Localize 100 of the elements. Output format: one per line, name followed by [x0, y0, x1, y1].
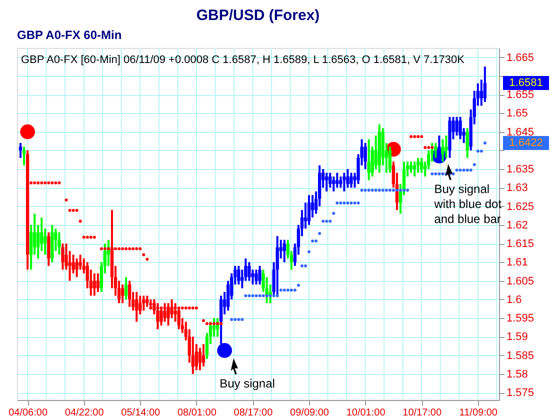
candlestick — [166, 302, 170, 327]
point — [420, 135, 424, 138]
point — [58, 181, 61, 184]
x-tick-label: 11/09:00 — [459, 408, 498, 418]
candlestick — [388, 146, 392, 174]
point — [121, 247, 124, 250]
y-tick-label: 1.585 — [506, 350, 534, 362]
candlestick — [198, 346, 202, 372]
candlestick — [163, 302, 166, 323]
point — [191, 306, 194, 310]
point — [174, 306, 177, 310]
candlestick — [128, 280, 132, 308]
point — [100, 247, 103, 250]
point — [160, 306, 163, 310]
candlestick — [47, 231, 50, 267]
chart-title: GBP/USD (Forex) — [196, 7, 320, 24]
y-tick-label: 1.58 — [506, 368, 528, 380]
candlestick — [18, 142, 22, 159]
point — [202, 319, 205, 322]
candlestick — [202, 343, 206, 368]
point — [424, 146, 427, 149]
y-tick-label: 1.655 — [506, 89, 534, 102]
candlestick — [339, 176, 342, 189]
point — [149, 306, 152, 310]
point — [118, 247, 121, 250]
point — [146, 258, 149, 261]
point — [86, 236, 89, 239]
candlestick — [156, 302, 160, 330]
candlestick — [248, 261, 251, 282]
y-tick-label: 1.65 — [506, 108, 528, 120]
candlestick — [420, 156, 424, 174]
candlestick — [332, 176, 336, 192]
candlestick — [458, 116, 462, 140]
point — [36, 181, 40, 184]
point — [188, 306, 191, 310]
point — [163, 306, 166, 310]
point — [50, 181, 54, 184]
y-tick-label: 1.605 — [506, 275, 534, 288]
y-tick-label: 1.625 — [506, 200, 534, 213]
y-tick-label: 1.61 — [506, 256, 528, 269]
x-tick-label: 08/01:00 — [177, 408, 217, 418]
point — [64, 198, 68, 202]
point — [177, 306, 180, 310]
y-tick-label: 1.645 — [506, 126, 534, 138]
y-tick-label: 1.6 — [506, 294, 522, 306]
candlestick — [160, 306, 163, 327]
x-tick-label: 09/09:00 — [290, 408, 330, 418]
point — [220, 322, 223, 326]
candlestick — [342, 172, 346, 192]
point — [72, 208, 75, 212]
y-tick-label: 1.59 — [506, 331, 528, 344]
candlestick — [336, 172, 339, 189]
candlestick — [75, 257, 78, 278]
x-tick-label: 05/14:00 — [121, 408, 161, 418]
candlestick — [307, 194, 311, 226]
point — [114, 247, 118, 250]
candlestick — [146, 294, 149, 308]
candlestick — [346, 168, 350, 189]
candlestick — [350, 172, 353, 189]
x-tick-label: 10/01:00 — [346, 408, 386, 418]
y-tick-label: 1.595 — [506, 312, 534, 325]
point — [416, 135, 420, 138]
point — [156, 306, 160, 310]
point — [106, 247, 110, 250]
point — [128, 247, 132, 250]
point — [92, 236, 96, 239]
point — [410, 135, 413, 138]
candlestick — [258, 264, 262, 286]
candlestick — [135, 290, 138, 323]
point — [132, 247, 135, 250]
point — [33, 181, 36, 184]
candlestick — [444, 134, 448, 159]
point — [135, 247, 138, 250]
point — [142, 253, 146, 256]
y-tick-label: 1.615 — [506, 238, 534, 250]
y-tick-label: 1.63 — [506, 182, 528, 194]
candlestick — [434, 142, 438, 159]
point — [180, 306, 184, 310]
point — [430, 146, 434, 149]
point — [124, 247, 128, 250]
candlestick — [328, 172, 332, 189]
candlestick — [61, 242, 64, 271]
point — [209, 322, 212, 326]
point — [89, 236, 92, 239]
candlestick — [455, 116, 458, 137]
point — [103, 247, 106, 250]
text: 1.6581 — [509, 77, 543, 90]
y-tick-label: 1.665 — [506, 52, 534, 64]
text: GBP A0-FX 60-Min — [17, 28, 122, 42]
candlestick — [177, 306, 180, 330]
candlestick — [364, 142, 367, 170]
point — [138, 247, 142, 250]
candlestick — [466, 127, 469, 159]
candlestick — [92, 272, 96, 297]
candlestick — [254, 268, 258, 286]
x-tick-label: 10/17:00 — [402, 408, 442, 418]
point — [30, 181, 33, 184]
point — [54, 181, 58, 184]
point — [75, 208, 78, 212]
candlestick — [416, 156, 420, 174]
